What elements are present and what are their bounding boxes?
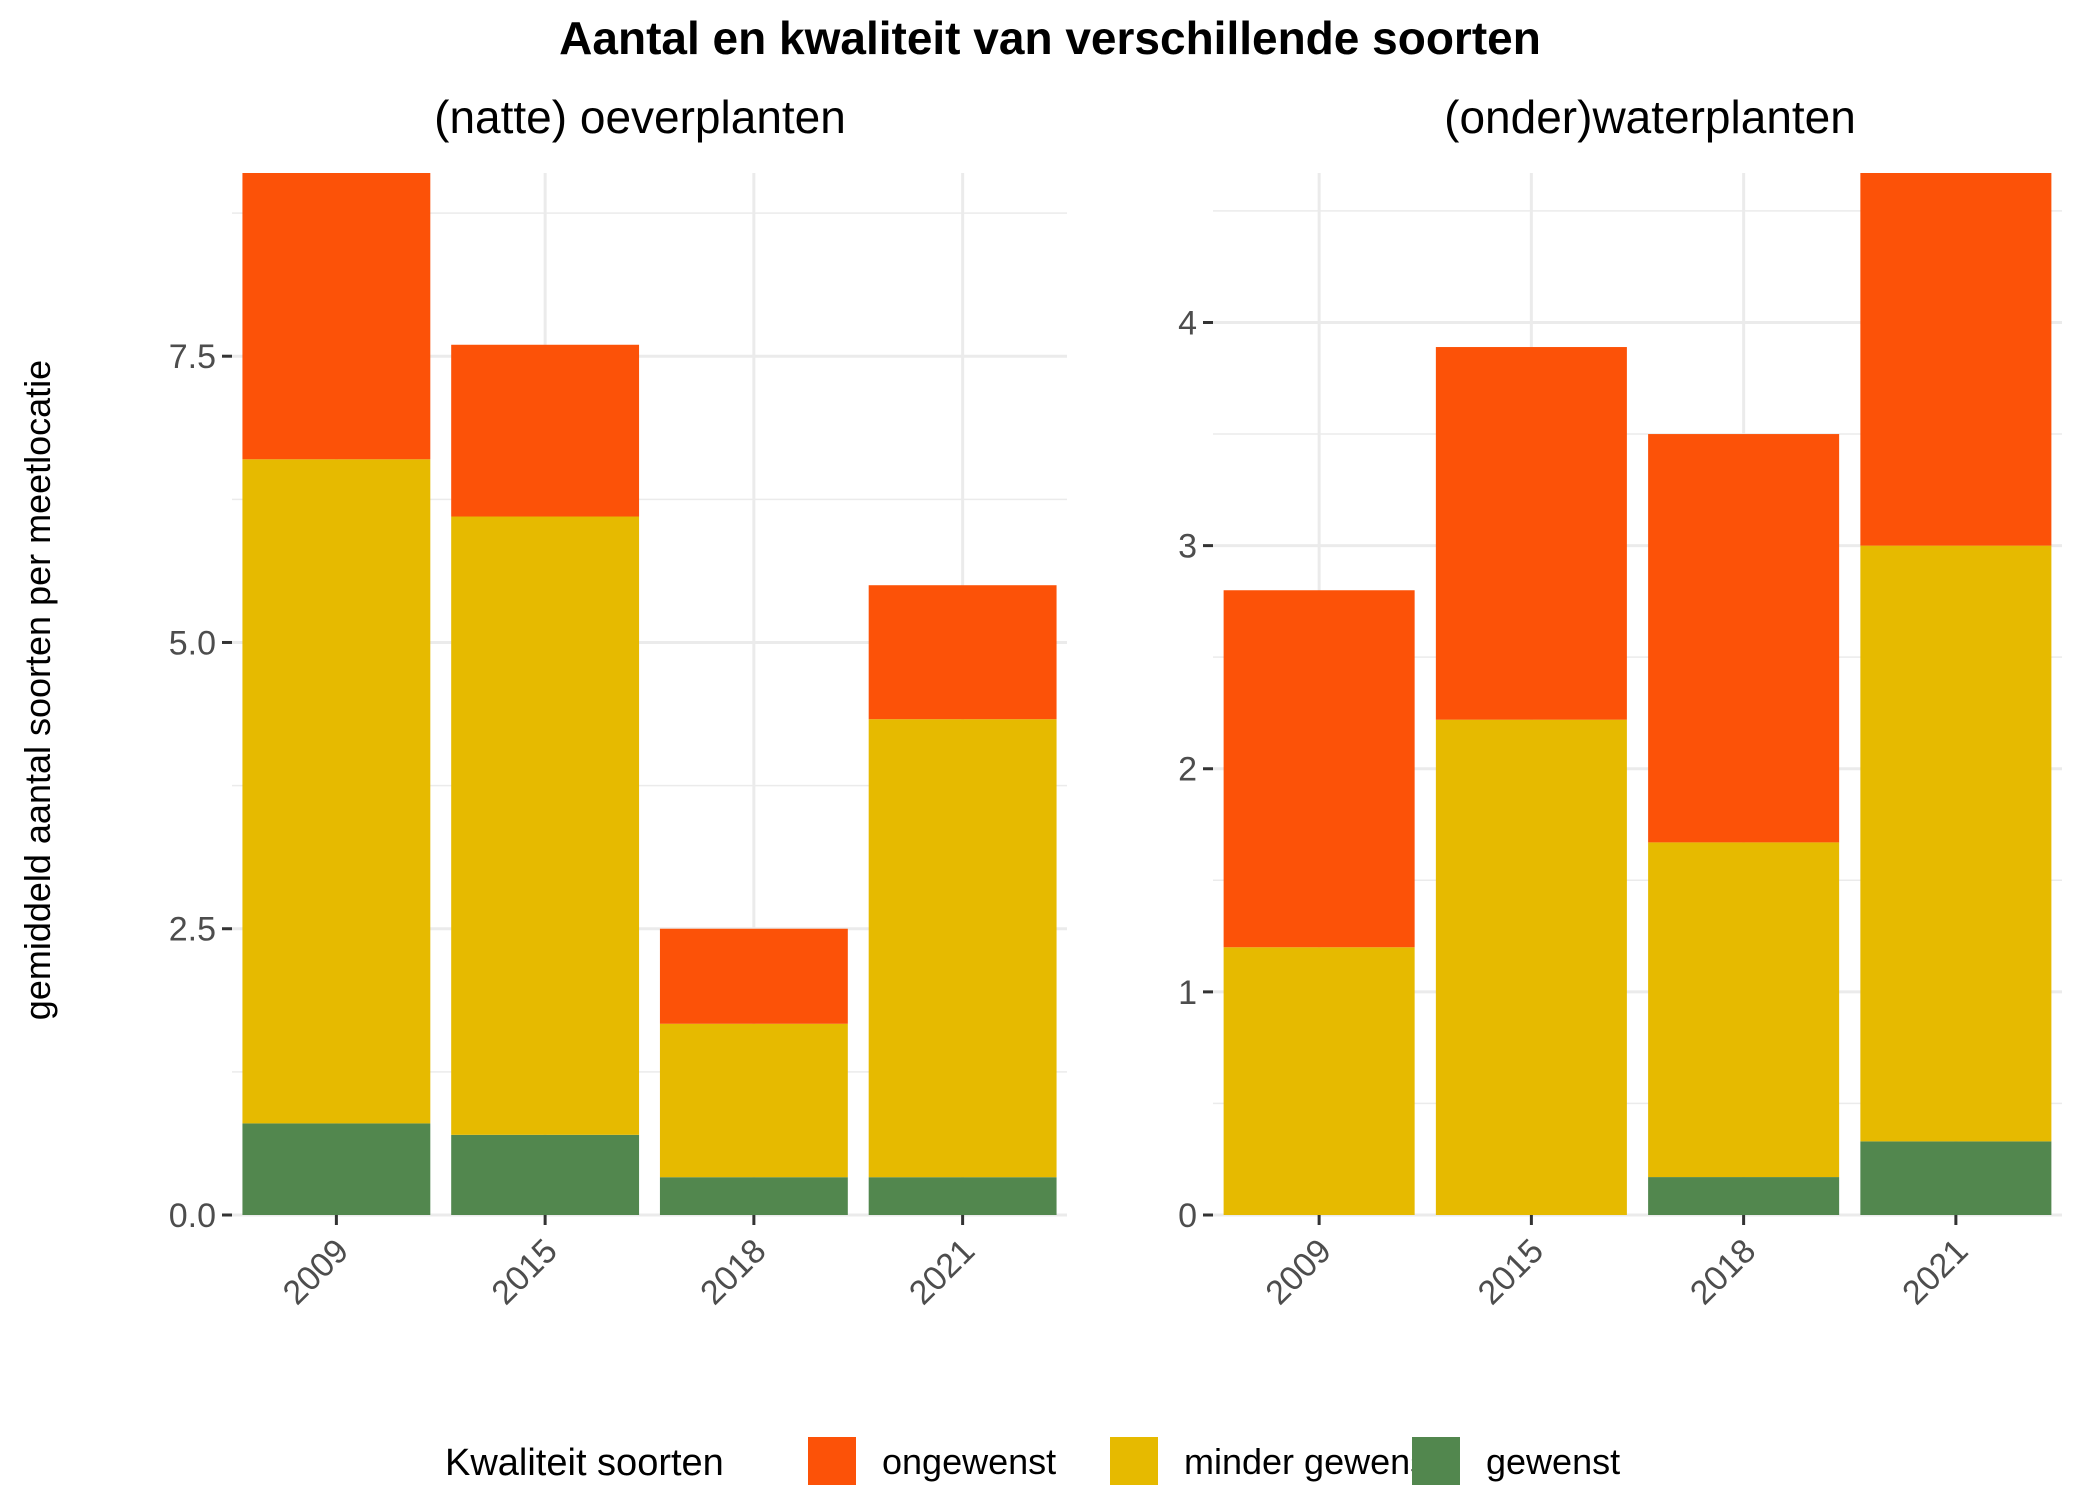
x-tick-label: 2021 xyxy=(902,1232,982,1312)
legend-label: minder gewenst xyxy=(1184,1441,1438,1482)
bar-minder-gewenst-2018 xyxy=(1648,842,1840,1178)
chart-title: Aantal en kwaliteit van verschillende so… xyxy=(559,12,1541,64)
bar-minder-gewenst-2015 xyxy=(1435,719,1627,1215)
x-axis: 2009 2015 2018 2021 xyxy=(1258,1215,1976,1312)
legend-item-minder-gewenst: minder gewenst xyxy=(1110,1437,1438,1485)
bar-minder-gewenst-2021 xyxy=(868,719,1057,1178)
x-axis: 2009 2015 2018 2021 xyxy=(276,1215,982,1312)
y-tick-label: 1 xyxy=(1178,974,1197,1012)
panel-2: (onder)waterplanten 0 1 2 3 4 2009 2015 2018 2021 xyxy=(1178,91,2062,1312)
panel-title: (natte) oeverplanten xyxy=(434,91,846,143)
x-tick-label: 2009 xyxy=(1258,1232,1338,1312)
bar-minder-gewenst-2021 xyxy=(1860,545,2052,1142)
bar-ongewenst-2018 xyxy=(659,928,848,1024)
bar-gewenst-2021 xyxy=(1860,1141,2052,1215)
x-tick-label: 2015 xyxy=(1471,1232,1551,1312)
legend-items: ongewenst minder gewenst gewenst xyxy=(808,1437,1620,1485)
bar-ongewenst-2009 xyxy=(242,173,431,460)
bar-minder-gewenst-2015 xyxy=(451,516,640,1135)
bar-gewenst-2009 xyxy=(242,1123,431,1215)
bar-gewenst-2015 xyxy=(451,1134,640,1215)
bar-minder-gewenst-2009 xyxy=(1223,947,1415,1215)
panel-title: (onder)waterplanten xyxy=(1444,91,1856,143)
y-tick-label: 2 xyxy=(1178,751,1197,789)
bar-ongewenst-2021 xyxy=(868,585,1057,720)
legend: Kwaliteit soorten ongewenst minder gewens… xyxy=(445,1437,1620,1485)
x-tick-label: 2009 xyxy=(276,1232,356,1312)
bars xyxy=(242,173,1057,1215)
x-tick-label: 2018 xyxy=(693,1232,773,1312)
x-tick-label: 2015 xyxy=(484,1232,564,1312)
y-tick-label: 5.0 xyxy=(169,624,216,662)
panel-1: (natte) oeverplanten 0.0 2.5 5.0 7.5 2009 2015… xyxy=(169,91,1067,1312)
chart-panels: (natte) oeverplanten 0.0 2.5 5.0 7.5 2009 2015… xyxy=(169,91,2062,1312)
legend-item-ongewenst: ongewenst xyxy=(808,1437,1056,1485)
bar-minder-gewenst-2009 xyxy=(242,459,431,1124)
x-tick-label: 2021 xyxy=(1895,1232,1975,1312)
y-tick-label: 0 xyxy=(1178,1197,1197,1235)
y-tick-label: 4 xyxy=(1178,304,1197,342)
bars xyxy=(1223,173,2052,1215)
legend-swatch xyxy=(1412,1437,1460,1485)
bar-gewenst-2021 xyxy=(868,1177,1057,1215)
bar-ongewenst-2018 xyxy=(1648,434,1840,843)
y-tick-label: 0.0 xyxy=(169,1197,216,1235)
legend-swatch xyxy=(1110,1437,1158,1485)
y-axis-label: gemiddeld aantal soorten per meetlocatie xyxy=(17,360,58,1020)
y-axis: 0.0 2.5 5.0 7.5 xyxy=(169,338,232,1235)
legend-item-gewenst: gewenst xyxy=(1412,1437,1620,1485)
x-tick-label: 2018 xyxy=(1683,1232,1763,1312)
bar-ongewenst-2021 xyxy=(1860,173,2052,546)
bar-ongewenst-2015 xyxy=(1435,347,1627,720)
legend-title: Kwaliteit soorten xyxy=(445,1442,724,1484)
legend-label: ongewenst xyxy=(882,1441,1056,1482)
y-tick-label: 7.5 xyxy=(169,338,216,376)
bar-gewenst-2018 xyxy=(659,1177,848,1215)
bar-ongewenst-2009 xyxy=(1223,590,1415,948)
bar-minder-gewenst-2018 xyxy=(659,1023,848,1178)
legend-label: gewenst xyxy=(1486,1441,1620,1482)
legend-swatch xyxy=(808,1437,856,1485)
y-tick-label: 3 xyxy=(1178,528,1197,566)
y-axis: 0 1 2 3 4 xyxy=(1178,304,1213,1235)
bar-ongewenst-2015 xyxy=(451,344,640,517)
y-tick-label: 2.5 xyxy=(169,911,216,949)
bar-gewenst-2018 xyxy=(1648,1177,1840,1215)
